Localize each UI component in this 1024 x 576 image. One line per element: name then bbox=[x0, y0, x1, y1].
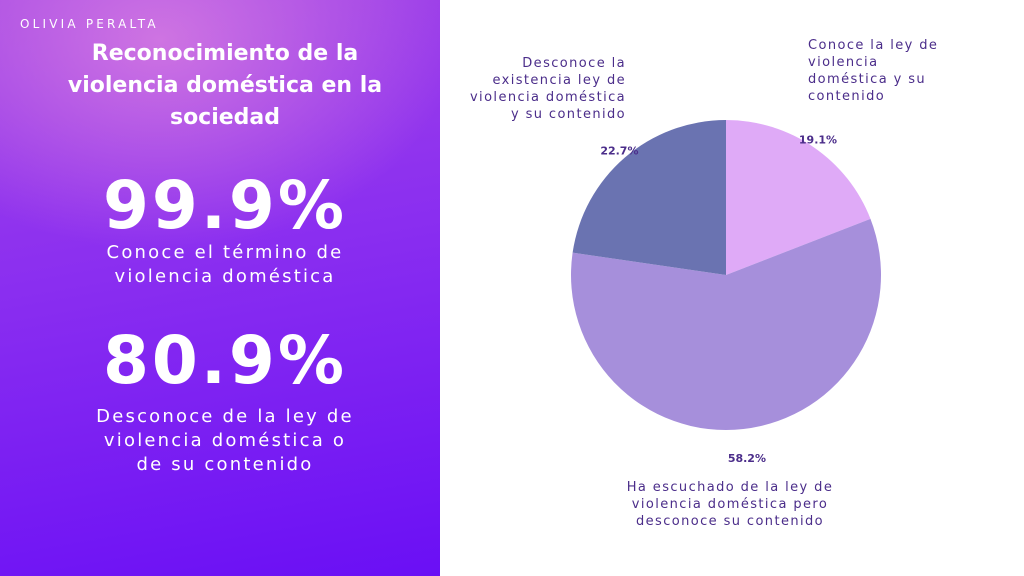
stat-label-term: Conoce el término de violencia doméstica bbox=[106, 242, 344, 287]
slice-label-heard-of-law: Ha escuchado de la ley de violencia domé… bbox=[626, 480, 834, 529]
stat-value-term: 99.9% bbox=[103, 167, 347, 244]
pie-slice-knows-law bbox=[726, 120, 871, 275]
left-panel: OLIVIA PERALTA Reconocimiento de la viol… bbox=[0, 0, 440, 576]
pie-slice-unaware-of-law bbox=[572, 120, 726, 275]
pie-chart-svg: 19.1% 58.2% 22.7% bbox=[571, 120, 882, 465]
pie-chart: 19.1% 58.2% 22.7% Conoce la ley de violenc… bbox=[440, 0, 1024, 576]
author-name: OLIVIA PERALTA bbox=[20, 17, 159, 31]
slice-label-unaware-of-law: Desconoce la existencia ley de violencia… bbox=[469, 56, 626, 122]
slice-label-knows-law: Conoce la ley de violencia doméstica y s… bbox=[808, 38, 939, 104]
stat-label-law: Desconoce de la ley de violencia domésti… bbox=[96, 406, 354, 475]
pie-slice-heard-of-law bbox=[571, 218, 882, 431]
value-label-unaware-of-law: 22.7% bbox=[600, 145, 638, 158]
value-label-heard-of-law: 58.2% bbox=[728, 452, 766, 465]
slide-title: Reconocimiento de la violencia doméstica… bbox=[67, 41, 383, 130]
stat-value-law: 80.9% bbox=[103, 322, 347, 399]
value-label-knows-law: 19.1% bbox=[799, 134, 837, 147]
